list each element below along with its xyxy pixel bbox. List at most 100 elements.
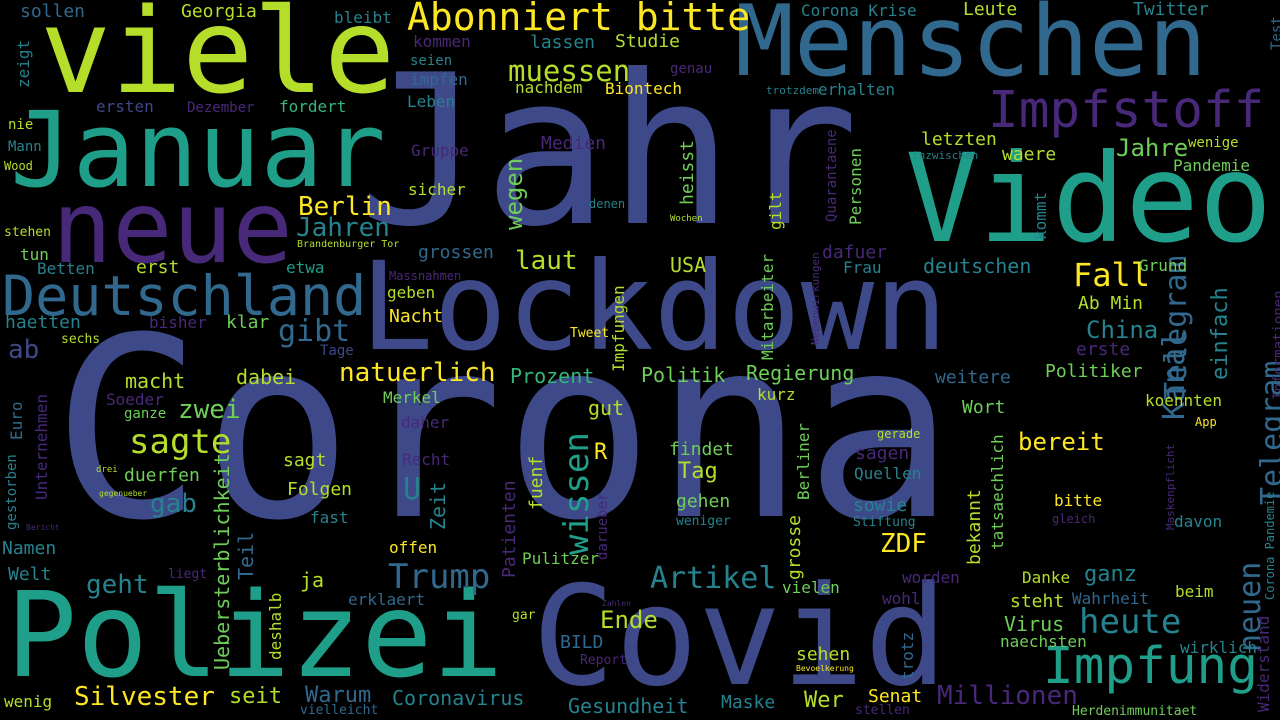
word: Wahrheit — [1072, 589, 1150, 608]
word: drei — [96, 465, 118, 475]
word: Namen — [2, 538, 57, 559]
word: Merkel — [383, 388, 441, 407]
word: Leben — [407, 92, 456, 111]
word: Patienten — [499, 480, 520, 578]
word: Abonniert bitte — [407, 0, 751, 39]
word: sechs — [61, 332, 101, 347]
word: fordert — [279, 97, 347, 116]
word: koennten — [1145, 391, 1223, 410]
word: grosse — [784, 514, 805, 580]
word: Prozent — [510, 364, 595, 388]
word: waere — [1002, 144, 1057, 165]
word: Uebersterblichkeit — [210, 453, 234, 670]
word: Bevoelkerung — [796, 664, 854, 673]
word: Euro — [7, 401, 26, 440]
word: sowie — [853, 495, 908, 516]
word: offen — [389, 538, 438, 557]
word: kurz — [757, 385, 796, 404]
word: Tag — [678, 459, 718, 484]
word: Warum — [305, 683, 372, 708]
word: Quarantaene — [824, 129, 840, 222]
word: Mitarbeiter — [758, 254, 777, 360]
word: Millionen — [937, 681, 1078, 711]
word: China — [1086, 316, 1159, 344]
word: haetten — [5, 312, 81, 333]
word: ganze — [124, 406, 167, 422]
word: Mann — [8, 139, 42, 155]
word: bekannt — [964, 489, 985, 565]
word: Dezember — [187, 100, 255, 116]
word: Berlin — [298, 192, 392, 222]
word: Herdenimmunitaet — [1072, 704, 1198, 719]
word: Stiftung — [853, 515, 916, 530]
word: Zahlen — [602, 599, 631, 608]
word: Corona Pandemie — [1263, 491, 1277, 600]
word: Jahre — [1116, 134, 1189, 162]
word: tun — [20, 245, 49, 264]
word: Frau — [843, 258, 882, 277]
word: Studie — [615, 31, 681, 52]
word: erste — [1076, 339, 1131, 360]
word: liegt — [168, 567, 208, 582]
word: zwei — [178, 395, 241, 425]
word: genau — [670, 61, 713, 77]
word: Folgen — [287, 479, 353, 500]
word: App — [1195, 415, 1217, 429]
word: worden — [902, 568, 960, 587]
word: Ab Min — [1078, 293, 1144, 314]
word: Menschen — [735, 0, 1208, 99]
word: heisst — [677, 139, 698, 205]
word: sicher — [408, 180, 466, 199]
word: seien — [410, 53, 453, 69]
word: stellen — [855, 703, 910, 718]
word: vielen — [782, 578, 840, 597]
word: ZDF — [880, 529, 927, 559]
word: gleich — [1052, 512, 1096, 526]
word: erst — [136, 257, 180, 278]
word: Quellen — [854, 464, 922, 483]
word: Zeit — [426, 481, 450, 530]
word: Politik — [641, 363, 726, 387]
word: trotzdem — [766, 84, 819, 97]
word: Medien — [541, 133, 607, 154]
word: deutschen — [923, 254, 1032, 278]
word: wenige — [1188, 135, 1239, 151]
word: ganz — [1084, 562, 1137, 587]
word: kommen — [413, 32, 471, 51]
word: beim — [1175, 582, 1214, 601]
word: Pandemie — [1173, 156, 1251, 175]
word: denen — [589, 197, 626, 211]
word: Leute — [963, 0, 1018, 20]
word: Regierung — [746, 361, 855, 385]
word: Tweet — [570, 326, 610, 341]
word: Wort — [962, 397, 1006, 418]
word: laut — [515, 246, 578, 276]
word: Betten — [37, 259, 95, 278]
word: erhalten — [818, 80, 896, 99]
word: Informationen — [1271, 290, 1280, 400]
word: impfen — [410, 70, 468, 89]
word: Test — [1269, 16, 1280, 50]
word: Jahr — [358, 31, 859, 273]
word: gegenueber — [99, 489, 148, 498]
word: Nebenwirkungen — [809, 252, 822, 345]
word: BILD — [560, 632, 604, 653]
word: bereit — [1018, 428, 1105, 456]
word: nachdem — [515, 78, 583, 97]
word: Impfstoff — [988, 81, 1265, 140]
word: Gesundheit — [568, 694, 689, 718]
word: Maske — [721, 692, 776, 713]
word: Massnahmen — [389, 269, 462, 283]
word: weitere — [935, 367, 1011, 388]
word: ersten — [96, 97, 154, 116]
word: naechsten — [1000, 632, 1087, 651]
word: wegen — [500, 157, 528, 230]
word: neue — [52, 169, 293, 286]
word: letzten — [921, 129, 997, 150]
word: stehen — [4, 225, 51, 240]
word: nie — [8, 117, 34, 133]
word: weniger — [676, 514, 731, 529]
word: Ende — [600, 606, 658, 634]
word: Danke — [1022, 568, 1071, 587]
word: Artikel — [650, 561, 777, 596]
